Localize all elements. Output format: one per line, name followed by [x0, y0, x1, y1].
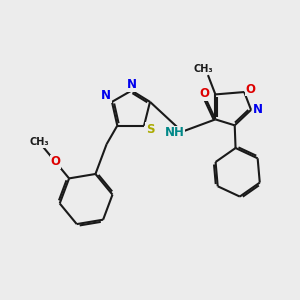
Text: CH₃: CH₃ — [29, 137, 49, 147]
Text: S: S — [146, 123, 154, 136]
Text: O: O — [246, 82, 256, 96]
Text: O: O — [200, 87, 210, 100]
Text: N: N — [253, 103, 262, 116]
Text: N: N — [127, 78, 136, 91]
Text: N: N — [101, 89, 111, 102]
Text: O: O — [50, 155, 61, 168]
Text: CH₃: CH₃ — [194, 64, 213, 74]
Text: NH: NH — [164, 126, 184, 139]
